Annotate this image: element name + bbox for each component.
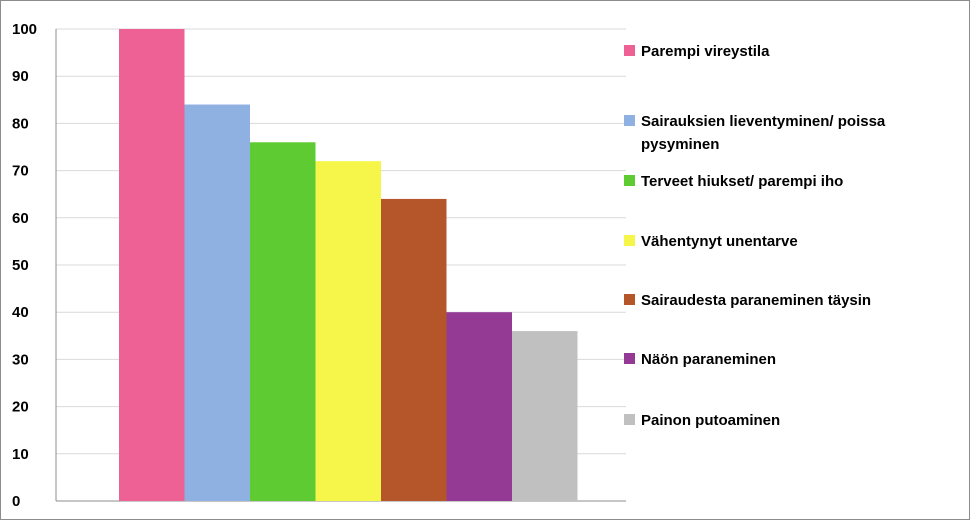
legend-swatch bbox=[624, 294, 635, 305]
legend-swatch bbox=[624, 175, 635, 186]
legend-swatch bbox=[624, 45, 635, 56]
legend-label: Vähentynyt unentarve bbox=[641, 233, 798, 250]
y-tick-label: 50 bbox=[12, 257, 29, 274]
y-tick-label: 10 bbox=[12, 446, 29, 463]
legend-label: Terveet hiukset/ parempi iho bbox=[641, 173, 844, 190]
y-tick-label: 0 bbox=[12, 493, 20, 510]
y-tick-label: 60 bbox=[12, 210, 29, 227]
bar bbox=[315, 161, 381, 501]
legend-label: Näön paraneminen bbox=[641, 351, 777, 368]
legend-label: Sairaudesta paraneminen täysin bbox=[641, 292, 872, 309]
y-tick-label: 20 bbox=[12, 399, 29, 416]
legend-swatch bbox=[624, 115, 635, 126]
legend-swatch bbox=[624, 353, 635, 364]
bar bbox=[381, 198, 447, 502]
legend-swatch bbox=[624, 235, 635, 246]
legend-label: Sairauksien lieventyminen/ poissa pysymi… bbox=[641, 113, 886, 153]
bar bbox=[512, 331, 578, 501]
y-tick-label: 30 bbox=[12, 351, 29, 368]
legend-swatch bbox=[624, 414, 635, 425]
bar bbox=[446, 312, 512, 501]
y-tick-label: 100 bbox=[12, 21, 37, 38]
y-tick-label: 80 bbox=[12, 115, 29, 132]
bar bbox=[184, 104, 250, 502]
y-tick-label: 40 bbox=[12, 304, 29, 321]
y-tick-label: 90 bbox=[12, 68, 29, 85]
legend-label: Parempi vireystila bbox=[641, 43, 770, 60]
bar bbox=[250, 142, 316, 501]
legend-label: Painon putoaminen bbox=[641, 412, 781, 429]
bar bbox=[119, 29, 185, 501]
y-tick-label: 70 bbox=[12, 163, 29, 180]
